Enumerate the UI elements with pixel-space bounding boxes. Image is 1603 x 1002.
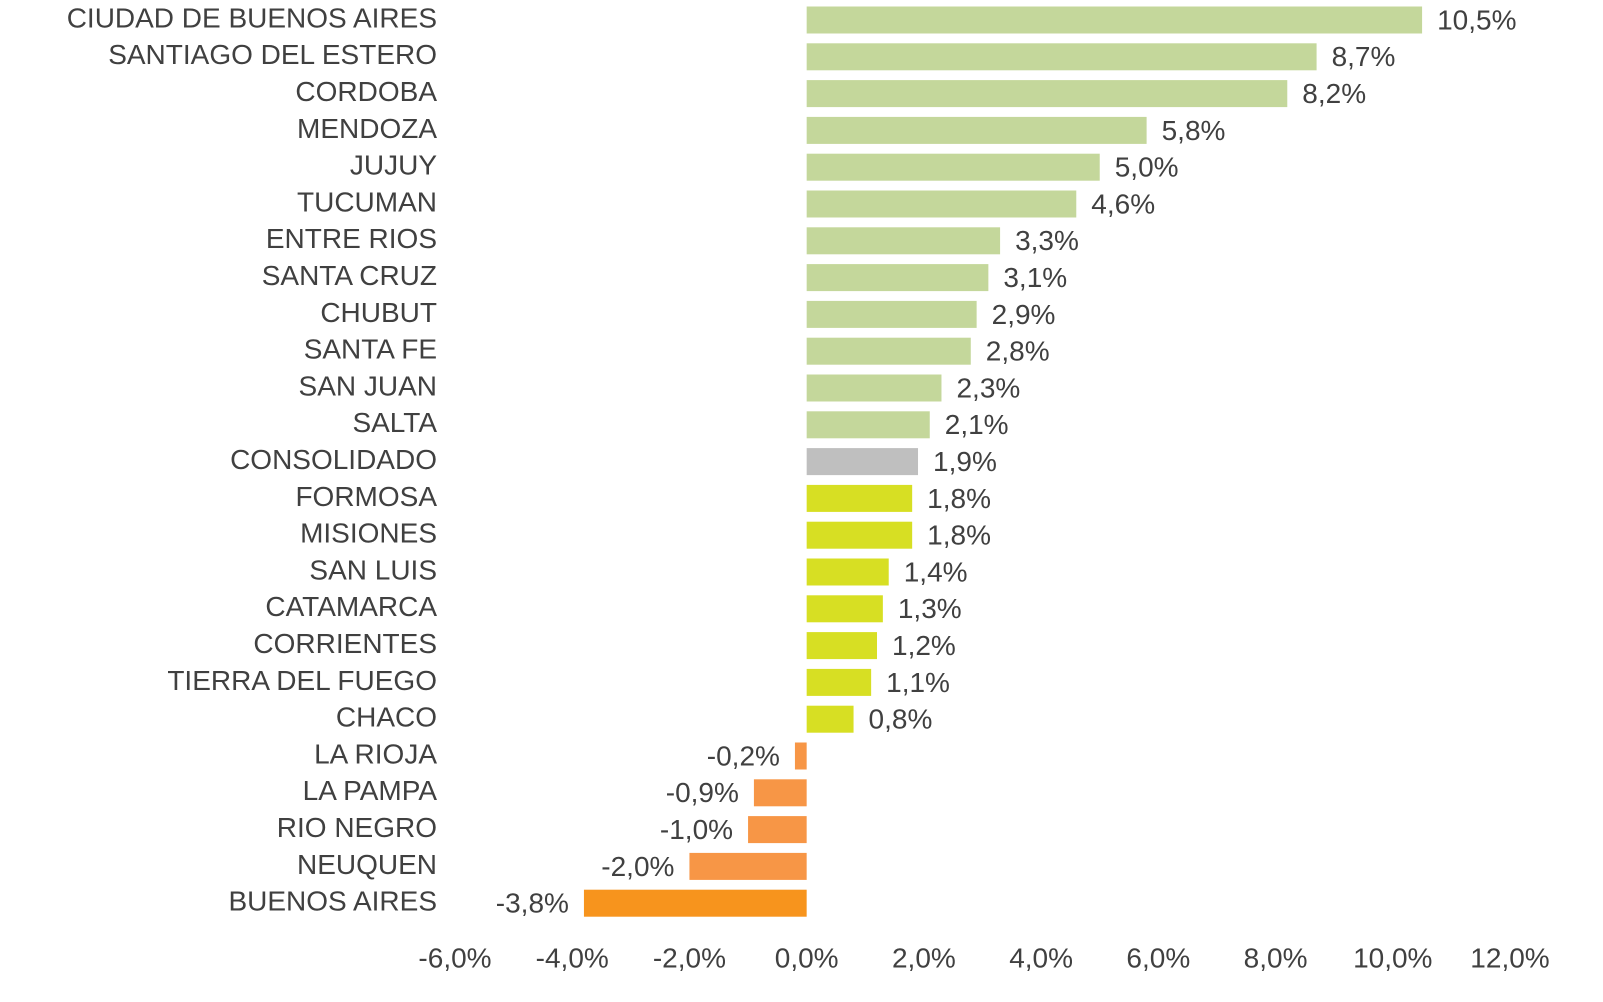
category-label: NEUQUEN bbox=[297, 849, 437, 880]
x-tick-label: -6,0% bbox=[418, 942, 491, 973]
category-label: CHUBUT bbox=[320, 297, 437, 328]
value-label: 4,6% bbox=[1091, 188, 1155, 219]
value-label: 1,8% bbox=[927, 520, 991, 551]
category-label: RIO NEGRO bbox=[277, 812, 437, 843]
category-label: SAN JUAN bbox=[299, 370, 437, 401]
value-label: 3,1% bbox=[1003, 262, 1067, 293]
value-label: 1,1% bbox=[886, 667, 950, 698]
value-label: -3,8% bbox=[496, 888, 569, 919]
bar bbox=[583, 889, 807, 917]
value-label: 1,4% bbox=[904, 556, 968, 587]
x-tick-label: -4,0% bbox=[536, 942, 609, 973]
value-label: 1,9% bbox=[933, 446, 997, 477]
value-label: 10,5% bbox=[1437, 4, 1516, 35]
bar bbox=[806, 521, 913, 549]
bar bbox=[806, 374, 942, 402]
bar bbox=[806, 595, 883, 623]
bar bbox=[806, 6, 1423, 34]
category-label: BUENOS AIRES bbox=[228, 886, 437, 917]
bar bbox=[806, 337, 971, 365]
value-label: 2,3% bbox=[956, 372, 1020, 403]
bar bbox=[806, 448, 919, 476]
value-label: 2,9% bbox=[992, 299, 1056, 330]
category-label: SAN LUIS bbox=[309, 554, 437, 585]
category-label: FORMOSA bbox=[295, 481, 437, 512]
value-label: -0,2% bbox=[707, 740, 780, 771]
category-label: CIUDAD DE BUENOS AIRES bbox=[67, 2, 437, 33]
category-label: TUCUMAN bbox=[297, 186, 437, 217]
value-label: -2,0% bbox=[601, 851, 674, 882]
bar bbox=[806, 264, 989, 292]
category-label: CORRIENTES bbox=[253, 628, 437, 659]
bar bbox=[794, 742, 807, 770]
value-label: 2,8% bbox=[986, 336, 1050, 367]
value-label: 5,8% bbox=[1162, 115, 1226, 146]
category-label: JUJUY bbox=[350, 150, 437, 181]
bar bbox=[806, 632, 877, 660]
category-label: MISIONES bbox=[300, 518, 437, 549]
value-label: 1,3% bbox=[898, 593, 962, 624]
value-label: 0,8% bbox=[869, 704, 933, 735]
bar bbox=[806, 116, 1147, 144]
category-label: TIERRA DEL FUEGO bbox=[167, 665, 437, 696]
bar bbox=[806, 80, 1288, 108]
bar bbox=[753, 779, 807, 807]
bar bbox=[748, 816, 807, 844]
x-tick-label: 4,0% bbox=[1009, 942, 1073, 973]
bar bbox=[806, 190, 1077, 218]
category-label: LA RIOJA bbox=[314, 738, 437, 769]
bar bbox=[806, 153, 1100, 181]
value-label: 8,7% bbox=[1332, 41, 1396, 72]
category-label: CHACO bbox=[336, 702, 437, 733]
bar bbox=[806, 43, 1317, 71]
bar bbox=[806, 227, 1001, 255]
value-label: 8,2% bbox=[1302, 78, 1366, 109]
bar bbox=[806, 300, 977, 328]
x-tick-label: 2,0% bbox=[892, 942, 956, 973]
category-label: MENDOZA bbox=[297, 113, 437, 144]
category-label: ENTRE RIOS bbox=[266, 223, 437, 254]
category-label: SANTIAGO DEL ESTERO bbox=[108, 39, 437, 70]
value-label: 5,0% bbox=[1115, 152, 1179, 183]
category-label: CONSOLIDADO bbox=[230, 444, 437, 475]
value-label: 1,8% bbox=[927, 483, 991, 514]
bar bbox=[806, 411, 930, 439]
category-label: CATAMARCA bbox=[265, 591, 437, 622]
bar bbox=[806, 484, 913, 512]
bar bbox=[806, 558, 889, 586]
value-label: 3,3% bbox=[1015, 225, 1079, 256]
category-label: LA PAMPA bbox=[303, 775, 438, 806]
category-label: SANTA FE bbox=[304, 334, 437, 365]
value-label: -0,9% bbox=[666, 777, 739, 808]
value-label: 2,1% bbox=[945, 409, 1009, 440]
category-label: SALTA bbox=[352, 407, 437, 438]
x-tick-label: -2,0% bbox=[653, 942, 726, 973]
category-label: SANTA CRUZ bbox=[262, 260, 437, 291]
bar bbox=[806, 668, 872, 696]
x-tick-label: 10,0% bbox=[1353, 942, 1432, 973]
x-tick-label: 8,0% bbox=[1244, 942, 1308, 973]
category-label: CORDOBA bbox=[295, 76, 437, 107]
x-tick-label: 0,0% bbox=[775, 942, 839, 973]
x-tick-label: 12,0% bbox=[1470, 942, 1549, 973]
value-label: -1,0% bbox=[660, 814, 733, 845]
bar bbox=[689, 852, 807, 880]
x-tick-label: 6,0% bbox=[1126, 942, 1190, 973]
bar bbox=[806, 705, 854, 733]
value-label: 1,2% bbox=[892, 630, 956, 661]
